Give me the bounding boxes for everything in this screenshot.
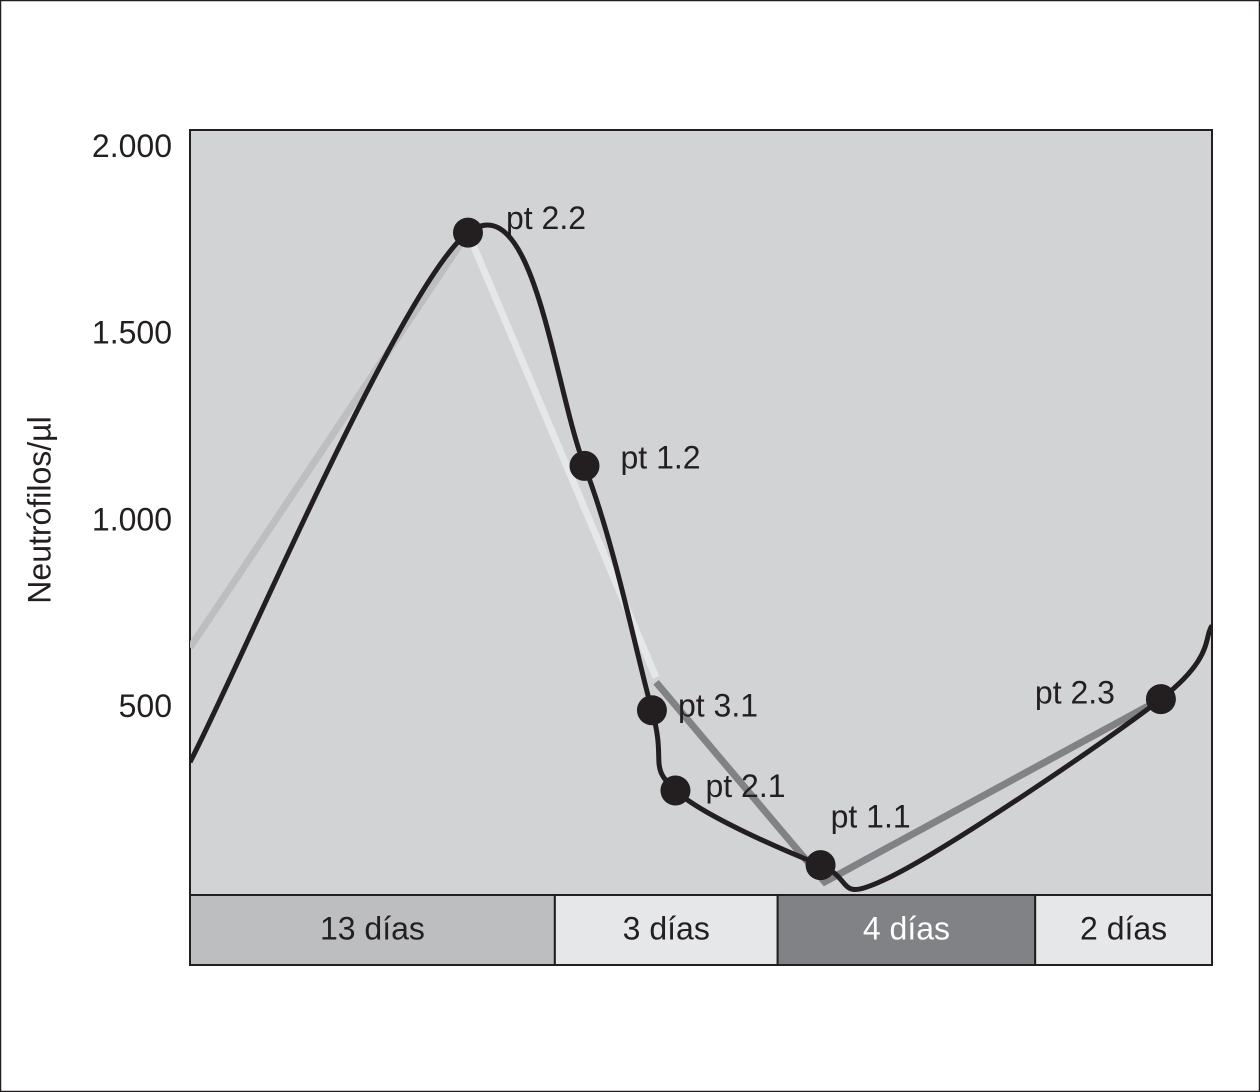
band-label: 13 días [320,910,425,946]
band [553,894,779,966]
point-label: pt 1.2 [620,439,700,475]
point [569,450,600,481]
y-axis-label: Neutrófilos/µl [21,416,57,603]
point [1145,684,1176,715]
plot-layer [190,222,1212,892]
point-label: pt 2.3 [1035,675,1115,711]
band [189,894,556,966]
y-tick-label: 1.000 [92,501,172,537]
phase-line [653,680,1163,887]
point-label: pt 1.1 [831,799,911,835]
point [452,217,483,248]
phase-line [190,230,471,650]
band-label: 2 días [1080,910,1167,946]
band [1034,894,1213,966]
point [660,775,691,806]
point-label: pt 2.1 [705,768,785,804]
curve-line [190,222,1212,892]
band-label: 4 días [863,910,950,946]
point [636,695,667,726]
point-label: pt 3.1 [678,688,758,724]
point [805,850,836,881]
y-tick-label: 500 [119,688,172,724]
y-tick-label: 2.000 [92,128,172,164]
y-tick-label: 1.500 [92,315,172,351]
band [776,894,1037,966]
band-label: 3 días [623,910,710,946]
point-label: pt 2.2 [506,200,586,236]
plot-area [189,129,1213,896]
